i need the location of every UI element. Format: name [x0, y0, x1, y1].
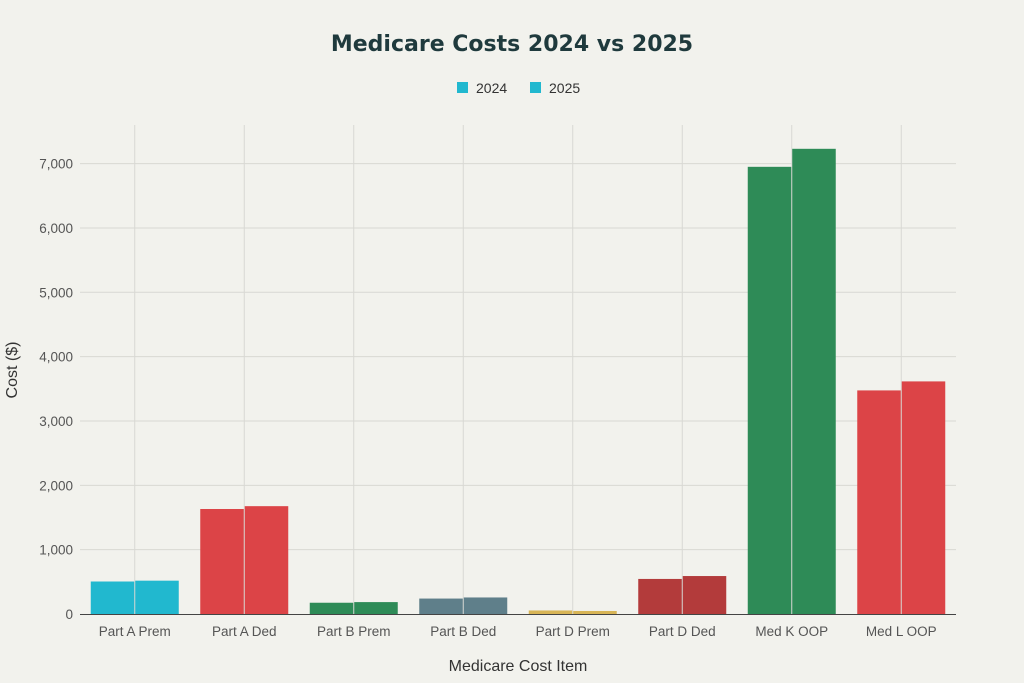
gridlines	[80, 163, 956, 551]
x-tick-label: Part B Ded	[430, 624, 496, 639]
legend-label-2024: 2024	[476, 80, 507, 96]
chart-title: Medicare Costs 2024 vs 2025	[331, 32, 693, 57]
x-tick-label: Part D Ded	[649, 624, 716, 639]
legend: 2024 2025	[457, 80, 580, 96]
bar-2025-med-k-oop	[791, 148, 836, 614]
bar-2025-part-b-prem	[353, 602, 398, 614]
y-tick-labels: 0 1,000 2,000 3,000 4,000 5,000 6,000 7,000	[39, 157, 73, 622]
y-tick-label: 3,000	[39, 414, 73, 429]
bar-2025-part-d-prem	[572, 610, 617, 614]
legend-swatch-2025	[530, 82, 541, 93]
bar-2025-part-a-ded	[244, 506, 289, 614]
x-tick-labels: Part A Prem Part A Ded Part B Prem Part B D…	[99, 624, 937, 639]
bar-2024-part-a-prem	[90, 581, 135, 614]
y-tick-label: 2,000	[39, 478, 73, 493]
x-tick-label: Med K OOP	[755, 624, 828, 639]
y-tick-label: 0	[65, 607, 73, 622]
x-tick-label: Part B Prem	[317, 624, 391, 639]
bar-2025-med-l-oop	[901, 381, 946, 614]
bar-2025-part-d-ded	[682, 576, 727, 614]
x-tick-label: Part D Prem	[536, 624, 610, 639]
x-axis-title: Medicare Cost Item	[449, 658, 588, 675]
bar-2024-part-b-ded	[419, 598, 464, 614]
bar-2025-part-b-ded	[463, 597, 508, 614]
bar-2024-part-a-ded	[200, 508, 245, 614]
y-tick-label: 4,000	[39, 350, 73, 365]
bars	[90, 148, 946, 614]
bar-2024-part-d-ded	[638, 578, 683, 614]
x-tick-label: Part A Prem	[99, 624, 171, 639]
y-tick-label: 5,000	[39, 285, 73, 300]
y-axis-title: Cost ($)	[4, 342, 21, 399]
bar-2024-med-l-oop	[857, 390, 902, 614]
x-tick-label: Med L OOP	[866, 624, 937, 639]
x-tick-label: Part A Ded	[212, 624, 277, 639]
category-gridlines	[134, 125, 902, 614]
y-tick-label: 1,000	[39, 543, 73, 558]
bar-2025-part-a-prem	[134, 580, 179, 614]
legend-swatch-2024	[457, 82, 468, 93]
legend-label-2025: 2025	[549, 80, 580, 96]
y-tick-label: 6,000	[39, 221, 73, 236]
bar-2024-part-d-prem	[528, 610, 573, 614]
bar-2024-part-b-prem	[309, 602, 354, 614]
y-tick-label: 7,000	[39, 157, 73, 172]
bar-2024-med-k-oop	[747, 166, 792, 614]
